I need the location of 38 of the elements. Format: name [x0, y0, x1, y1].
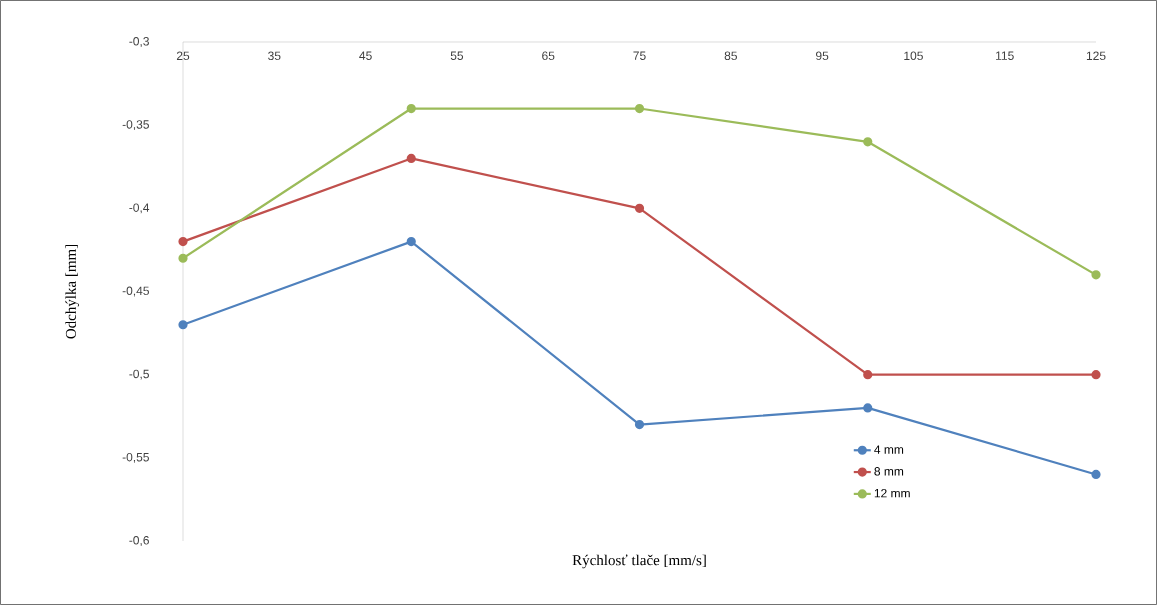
x-tick-label: 65: [542, 51, 555, 61]
point: [178, 236, 188, 247]
y-tick-label: -0,5: [129, 369, 149, 380]
y-tick-label: -0,45: [122, 286, 149, 297]
x-tick-label: 55: [450, 51, 464, 60]
legend-label: 8 mm: [874, 467, 904, 476]
legend-label: 4 mm: [874, 445, 904, 454]
x-tick-label: 105: [904, 51, 923, 61]
point: [863, 403, 873, 413]
x-tick-label: 95: [816, 51, 829, 61]
point: [1091, 469, 1101, 480]
point: [178, 253, 188, 263]
point: [634, 203, 645, 213]
point: [634, 419, 645, 430]
y-tick-label: -0,6: [129, 536, 149, 546]
x-tick-label: 115: [996, 51, 1014, 60]
point: [863, 370, 873, 380]
y-tick-label: -0,55: [122, 452, 149, 463]
x-tick-label: 75: [633, 51, 646, 60]
x-tick-label: 25: [176, 51, 190, 61]
y-axis-title: Odchýlka [mm]: [65, 244, 80, 339]
point: [406, 153, 416, 164]
point: [634, 103, 645, 114]
point: [406, 236, 416, 247]
x-tick-label: 85: [724, 51, 737, 61]
x-axis-title: Rýchlosť tlače [mm/s]: [572, 554, 706, 569]
point: [1091, 370, 1101, 380]
y-tick-label: -0,4: [129, 203, 150, 214]
x-tick-label: 35: [268, 51, 281, 61]
y-tick-label: -0,35: [122, 120, 149, 131]
y-tick-label: -0,3: [129, 37, 149, 47]
point: [178, 320, 188, 330]
point: [1091, 270, 1101, 280]
point: [406, 103, 416, 114]
x-tick-label: 45: [359, 51, 372, 60]
x-tick-label: 125: [1086, 51, 1106, 61]
legend-label: 12 mm: [874, 488, 910, 498]
point: [863, 137, 873, 147]
